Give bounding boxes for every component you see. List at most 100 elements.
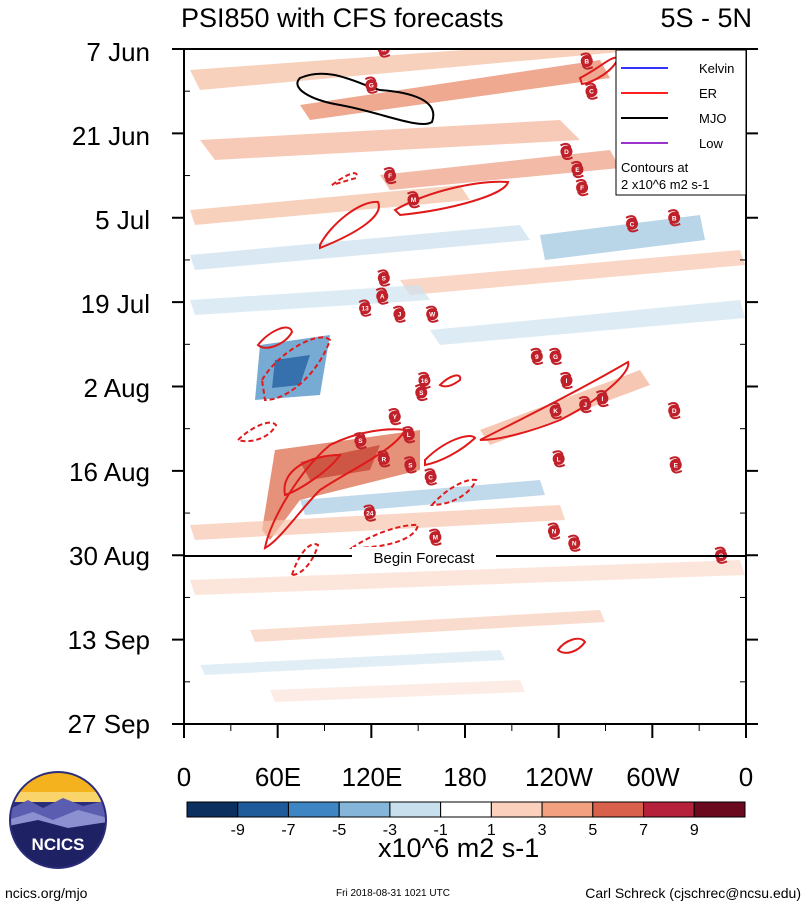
mjo-contour (296, 72, 435, 125)
storm-markers: M G B C D F E F M C B S A 13 J W 9 G 16 S I K J I D Y L S R S C L E 24 M N N… (353, 49, 728, 564)
negative-band (190, 285, 430, 315)
positive-band (190, 185, 470, 225)
storm-arm (716, 558, 728, 564)
storm-arm (560, 142, 572, 148)
storm-dot (560, 145, 573, 158)
storm-arm (355, 444, 367, 450)
storm-marker: D (667, 402, 681, 420)
storm-arm (669, 456, 681, 462)
storm-marker: B (667, 209, 681, 227)
storm-dot (547, 525, 560, 538)
storm-arm (560, 371, 572, 377)
storm-label: F (388, 173, 392, 180)
storm-arm (581, 64, 594, 70)
storm-dot (576, 181, 589, 194)
storm-arm (430, 540, 442, 546)
y-tick-label: 7 Jun (86, 37, 150, 67)
storm-dot (377, 452, 390, 465)
legend-low-label: Low (699, 136, 723, 151)
storm-arm (378, 52, 391, 58)
storm-marker: S (377, 269, 391, 287)
storm-arm (580, 52, 592, 58)
storm-arm (392, 305, 405, 311)
storm-arm (385, 179, 397, 185)
storm-dot (429, 531, 442, 544)
plot-background (184, 49, 746, 724)
y-tick-label: 5 Jul (95, 205, 150, 235)
storm-dot (596, 392, 609, 405)
colorbar-box (389, 801, 442, 818)
storm-arm (575, 179, 588, 185)
storm-dot (530, 350, 543, 363)
storm-arm (714, 546, 726, 552)
x-tick-label: 120W (525, 762, 593, 792)
er-contour (256, 326, 294, 349)
storm-dot (424, 470, 437, 483)
storm-dot (571, 163, 584, 176)
colorbar-tick-label: 5 (588, 822, 597, 839)
storm-marker: J (392, 305, 406, 323)
storm-arm (585, 82, 597, 88)
storm-arm (403, 438, 416, 444)
negative-core (272, 355, 310, 388)
storm-label: R (381, 456, 386, 463)
storm-arm (405, 468, 417, 474)
storm-label: J (398, 312, 402, 319)
storm-arm (389, 420, 402, 426)
er-contour-neg (290, 543, 320, 577)
storm-label: G (718, 553, 723, 560)
storm-dot (376, 290, 389, 303)
storm-dot (549, 350, 562, 363)
storm-arm (358, 299, 371, 305)
storm-arm (549, 347, 561, 353)
storm-label: 16 (421, 378, 429, 385)
storm-marker: F (383, 166, 397, 185)
storm-marker: Y (388, 408, 402, 426)
storm-label: S (358, 438, 363, 445)
y-tick-label: 13 Sep (67, 625, 150, 655)
x-tick-label: 0 (176, 762, 192, 792)
negative-band (540, 215, 705, 260)
storm-arm (577, 191, 589, 197)
storm-label: W (429, 312, 436, 319)
storm-label: S (382, 276, 387, 283)
storm-arm (597, 402, 609, 408)
negative-band (300, 480, 545, 515)
positive-band (250, 610, 605, 642)
storm-arm (407, 191, 419, 197)
colorbar-tick-label: -7 (281, 822, 295, 839)
storm-arm (670, 468, 683, 474)
storm-arm (383, 166, 396, 172)
storm-arm (578, 395, 591, 401)
storm-label: M (411, 197, 416, 204)
positive-band (480, 370, 650, 445)
er-contour (556, 637, 587, 654)
storm-label: 9 (535, 354, 539, 361)
storm-arm (377, 299, 389, 305)
legend-mjo-label: MJO (699, 111, 726, 126)
storm-arm (377, 269, 389, 275)
storm-arm (419, 384, 431, 390)
storm-label: L (407, 432, 411, 439)
storm-label: F (580, 185, 584, 192)
storm-arm (394, 317, 406, 323)
colorbar-box (237, 801, 289, 818)
colorbar-box (186, 801, 239, 818)
storm-label: N (572, 541, 577, 548)
positive-band (300, 60, 610, 120)
storm-label: C (630, 221, 635, 228)
colorbar-tick-label: 7 (639, 822, 648, 839)
storm-arm (669, 221, 681, 227)
storm-label: I (566, 378, 568, 385)
storm-label: D (672, 408, 677, 415)
colorbar-box (541, 801, 594, 818)
storm-marker: W (425, 305, 439, 323)
er-contour (283, 453, 342, 497)
y-tick-label: 27 Sep (67, 709, 150, 739)
footer-url[interactable]: ncics.org/mjo (5, 885, 88, 901)
storm-arm (425, 305, 438, 311)
storm-arm (569, 546, 581, 552)
storm-marker: M (407, 191, 420, 209)
positive-core (262, 430, 420, 540)
colorbar-boxes (186, 801, 746, 818)
